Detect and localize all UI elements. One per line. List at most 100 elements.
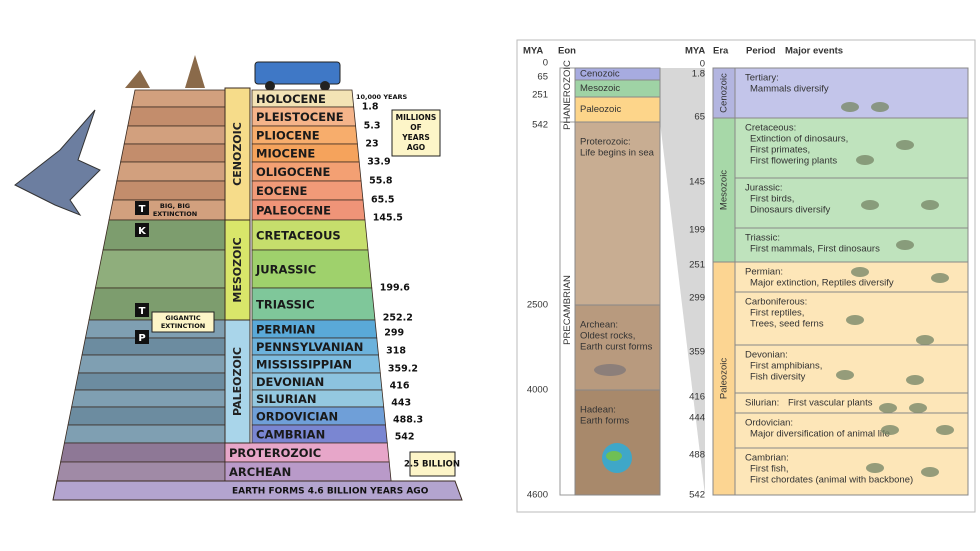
organism-icon	[851, 267, 869, 277]
era-mya-label: 65	[694, 112, 705, 123]
age-label: 2.5 BILLION	[404, 460, 460, 470]
rock-stratum	[102, 219, 226, 251]
age-label: 318	[386, 346, 406, 357]
period-event: First mammals, First dinosaurs	[750, 244, 880, 255]
period-label: PLEISTOCENE	[256, 110, 344, 124]
rock-stratum	[81, 337, 226, 356]
organism-icon	[866, 463, 884, 473]
billion-box	[409, 451, 456, 477]
age-label: 55.8	[369, 176, 393, 187]
extinction-marker-label: T	[139, 306, 146, 317]
units-note: YEARS	[401, 133, 430, 142]
period-event: Trees, seed ferns	[750, 319, 824, 330]
pterosaur-illustration	[14, 109, 101, 217]
eon-mya-label: 251	[532, 90, 548, 101]
extinction-marker	[135, 303, 149, 317]
era-mya-label: 299	[689, 293, 705, 304]
era-mya-label: 1.8	[692, 69, 705, 80]
period-label: PROTEROZOIC	[229, 446, 321, 460]
organism-icon	[896, 240, 914, 250]
era-label: Mesozoic	[719, 170, 730, 210]
era-label: MESOZOIC	[231, 237, 244, 302]
zoom-connector	[660, 68, 705, 495]
column-header: MYA	[523, 46, 543, 57]
column-header: Era	[713, 46, 729, 57]
period-label: JURASSIC	[255, 263, 316, 277]
organism-icon	[836, 370, 854, 380]
period-label: Devonian:	[745, 350, 788, 361]
era-mya-label: 0	[700, 59, 705, 70]
rock-stratum	[67, 406, 226, 426]
organism-icon	[921, 467, 939, 477]
organism-icon	[881, 425, 899, 435]
organism-icon	[909, 403, 927, 413]
period-label: MIOCENE	[256, 147, 315, 161]
eon-event: Oldest rocks,	[580, 331, 635, 342]
truck-wheel	[265, 81, 275, 91]
extinction-note: GIGANTIC	[165, 314, 200, 322]
age-label: 488.3	[393, 415, 423, 426]
truck-illustration	[254, 61, 341, 85]
rock-stratum	[71, 389, 226, 408]
extinction-marker-label: K	[138, 226, 147, 237]
period-block	[734, 227, 969, 263]
age-label: 416	[390, 381, 410, 392]
period-event: First fish,	[750, 464, 789, 475]
units-note: AGO	[407, 143, 425, 152]
period-event: Extinction of dinosaurs,	[750, 134, 848, 145]
era-mya-label: 199	[689, 225, 705, 236]
period-label: PERMIAN	[256, 323, 315, 337]
extinction-note: EXTINCTION	[161, 322, 205, 330]
extinction-note-box	[151, 311, 215, 333]
eon-label: Archean:	[580, 320, 618, 331]
age-label: 199.6	[380, 283, 410, 294]
period-label: CAMBRIAN	[256, 428, 325, 442]
organism-icon	[896, 140, 914, 150]
era-label: PALEOZOIC	[231, 347, 244, 416]
age-label: 359.2	[388, 364, 418, 375]
period-label: Jurassic:	[745, 183, 782, 194]
column-header: Major events	[785, 46, 843, 57]
units-note: OF	[410, 123, 422, 132]
period-label: Permian:	[745, 267, 783, 278]
period-event: First amphibians,	[750, 361, 822, 372]
period-event: Dinosaurs diversify	[750, 205, 830, 216]
rocks-icon	[594, 364, 626, 376]
extinction-note: BIG, BIG	[160, 202, 190, 210]
extinction-marker	[135, 330, 149, 344]
organism-icon	[906, 375, 924, 385]
period-block	[734, 412, 969, 449]
organism-icon	[879, 403, 897, 413]
period-label: ARCHEAN	[229, 465, 291, 479]
era-label: CENOZOIC	[231, 122, 244, 186]
eon-label: Paleozoic	[580, 104, 621, 115]
eon-mya-label: 65	[537, 72, 548, 83]
period-label: DEVONIAN	[256, 375, 324, 389]
period-event: Major diversification of animal life	[750, 429, 890, 440]
era-mya-label: 488	[689, 450, 705, 461]
age-label: 65.5	[371, 195, 394, 206]
period-label: CRETACEOUS	[256, 229, 341, 243]
supereon-label: PHANEROZOIC	[562, 60, 573, 130]
period-block	[734, 261, 969, 293]
period-label: TRIASSIC	[256, 298, 315, 312]
age-label: 542	[395, 432, 415, 443]
period-event: First primates,	[750, 145, 810, 156]
era-mya-label: 145	[689, 177, 705, 188]
eon-mya-label: 542	[532, 120, 548, 131]
era-mya-label: 359	[689, 347, 705, 358]
organism-icon	[871, 102, 889, 112]
period-label: Tertiary:	[745, 73, 779, 84]
age-label: 299	[384, 328, 404, 339]
era-band	[224, 319, 251, 444]
period-event: Mammals diversify	[750, 84, 829, 95]
period-event: First birds,	[750, 194, 794, 205]
age-label: 5.3	[364, 121, 381, 132]
period-block	[734, 344, 969, 394]
era-band	[224, 219, 251, 321]
rock-stratum	[127, 106, 226, 127]
land-icon	[606, 451, 622, 461]
organism-icon	[846, 315, 864, 325]
period-event: Fish diversity	[750, 372, 806, 383]
